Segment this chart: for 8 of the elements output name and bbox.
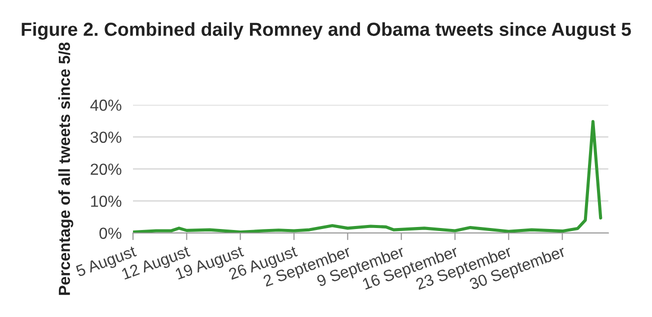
y-tick-label: 40% (90, 100, 122, 111)
chart-title: Figure 2. Combined daily Romney and Obama tweets since August 5 (22, 22, 631, 40)
y-tick-label: 20% (90, 164, 122, 175)
y-axis-title: Percentage of all tweets since 5/8 (58, 42, 74, 295)
y-tick-label: 10% (91, 196, 122, 207)
y-tick-label: 0% (99, 228, 122, 239)
y-tick-label: 30% (90, 132, 122, 143)
line-series (133, 120, 602, 233)
